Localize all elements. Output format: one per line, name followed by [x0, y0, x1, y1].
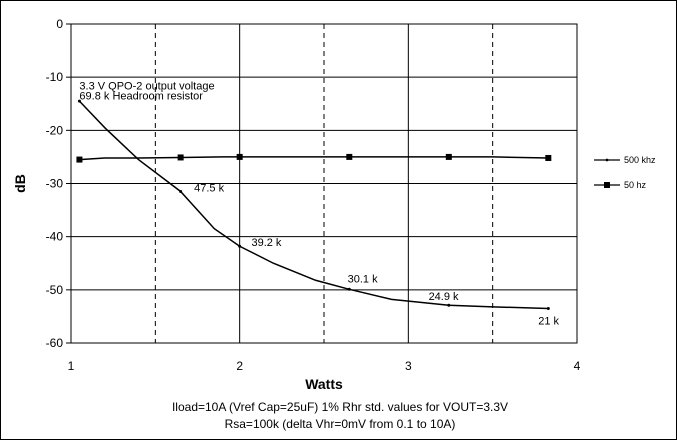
legend-label-50hz: 50 hz	[624, 180, 647, 190]
y-tick-label: -60	[46, 336, 64, 350]
y-tick-label: -20	[46, 123, 64, 137]
series-point-500khz	[447, 303, 451, 307]
legend: 500 khz 50 hz	[594, 155, 656, 190]
grid	[71, 24, 577, 343]
y-axis-title: dB	[12, 174, 28, 193]
x-tick-label: 4	[574, 359, 581, 373]
legend-item-500khz: 500 khz	[594, 155, 656, 165]
y-tick-label: -50	[46, 283, 64, 297]
series-point-500khz	[238, 244, 242, 248]
x-axis-title: Watts	[305, 376, 343, 392]
series-point-500khz	[347, 287, 351, 291]
series-layer	[76, 99, 552, 310]
series-point-50hz	[76, 156, 83, 163]
series-point-500khz	[77, 99, 81, 103]
caption-line-1: Iload=10A (Vref Cap=25uF) 1% Rhr std. va…	[172, 400, 508, 414]
series-point-500khz	[179, 189, 183, 193]
series-line-50hz	[79, 156, 549, 161]
x-tick-label: 2	[236, 359, 243, 373]
annotation-label: 39.2 k	[251, 237, 281, 249]
x-tick-label: 3	[405, 359, 412, 373]
annotation-label: 21 k	[538, 315, 559, 327]
y-tick-label: -10	[46, 70, 64, 84]
annotation-label: 24.9 k	[429, 291, 459, 303]
series-point-50hz	[445, 153, 452, 160]
axes: 0 -10 -20 -30 -40 -50 -60 1 2 3 4	[46, 17, 581, 373]
y-tick-label: -30	[46, 177, 64, 191]
annotation-label: 30.1 k	[348, 273, 378, 285]
caption-line-2: Rsa=100k (delta Vhr=0mV from 0.1 to 10A)	[225, 417, 456, 431]
y-tick-label: -40	[46, 230, 64, 244]
annotation-label: 69.8 k Headroom resistor	[79, 90, 203, 102]
series-point-50hz	[346, 153, 353, 160]
series-point-50hz	[177, 154, 184, 161]
legend-item-50hz: 50 hz	[594, 180, 647, 190]
annotation-label: 47.5 k	[194, 182, 224, 194]
series-point-50hz	[236, 153, 243, 160]
annotation-label: 3.3 V QPO-2 output voltage	[79, 80, 214, 92]
series-point-500khz	[546, 306, 550, 310]
x-tick-label: 1	[68, 359, 75, 373]
legend-label-500khz: 500 khz	[624, 155, 656, 165]
y-tick-label: 0	[56, 17, 63, 31]
series-point-50hz	[545, 154, 552, 161]
